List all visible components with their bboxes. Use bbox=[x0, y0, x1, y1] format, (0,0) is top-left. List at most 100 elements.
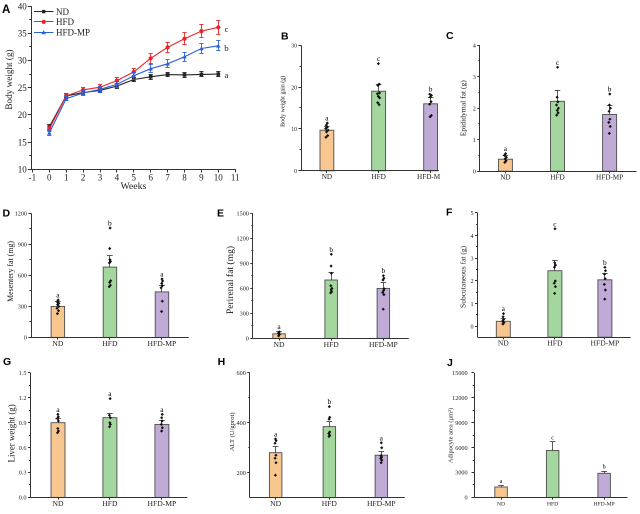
svg-text:300: 300 bbox=[18, 304, 27, 311]
svg-text:J: J bbox=[447, 357, 453, 369]
svg-text:0.6: 0.6 bbox=[19, 445, 27, 452]
svg-text:Liver weight (g): Liver weight (g) bbox=[6, 404, 16, 462]
svg-text:600: 600 bbox=[237, 370, 246, 377]
svg-text:c: c bbox=[551, 435, 554, 441]
svg-text:0: 0 bbox=[246, 336, 249, 343]
svg-text:2: 2 bbox=[81, 172, 86, 182]
svg-text:Body weight (g): Body weight (g) bbox=[4, 49, 14, 109]
svg-text:a: a bbox=[108, 389, 112, 398]
svg-text:0: 0 bbox=[465, 495, 468, 502]
svg-text:Adipocyte area (µm²): Adipocyte area (µm²) bbox=[448, 408, 455, 463]
svg-text:20: 20 bbox=[291, 85, 297, 91]
svg-text:HFD-MP: HFD-MP bbox=[417, 173, 444, 181]
svg-text:HFD: HFD bbox=[371, 173, 385, 181]
svg-text:H: H bbox=[218, 356, 226, 368]
svg-text:c: c bbox=[377, 54, 381, 63]
svg-text:a: a bbox=[325, 114, 329, 123]
svg-text:11: 11 bbox=[231, 172, 240, 182]
svg-text:a: a bbox=[160, 405, 164, 414]
svg-text:1500: 1500 bbox=[237, 211, 249, 218]
svg-text:400: 400 bbox=[237, 420, 246, 427]
svg-text:a: a bbox=[160, 270, 164, 279]
svg-text:15000: 15000 bbox=[452, 370, 467, 377]
svg-text:Mesentery fat (mg): Mesentery fat (mg) bbox=[6, 241, 15, 302]
svg-text:HFD: HFD bbox=[102, 499, 118, 508]
svg-text:1.2: 1.2 bbox=[19, 395, 27, 402]
svg-text:HFD: HFD bbox=[550, 173, 564, 181]
svg-text:30: 30 bbox=[291, 43, 297, 49]
svg-text:ND: ND bbox=[270, 499, 281, 508]
svg-text:c: c bbox=[225, 24, 229, 34]
svg-text:HFD-MP: HFD-MP bbox=[56, 28, 90, 38]
svg-text:25: 25 bbox=[18, 83, 28, 93]
svg-text:10: 10 bbox=[291, 127, 297, 133]
svg-text:c: c bbox=[556, 58, 560, 67]
svg-text:9000: 9000 bbox=[455, 420, 467, 427]
svg-text:1: 1 bbox=[473, 137, 476, 144]
svg-text:1200: 1200 bbox=[15, 211, 27, 218]
svg-text:300: 300 bbox=[240, 311, 249, 318]
svg-text:HFD: HFD bbox=[322, 499, 338, 508]
svg-text:1200: 1200 bbox=[237, 236, 249, 243]
svg-text:-1: -1 bbox=[29, 172, 37, 182]
svg-text:4: 4 bbox=[115, 172, 120, 182]
svg-text:600: 600 bbox=[240, 286, 249, 293]
svg-text:HFD-MP: HFD-MP bbox=[594, 502, 615, 508]
svg-text:Subcutaneous fat (g): Subcutaneous fat (g) bbox=[458, 245, 467, 308]
svg-text:ALT (U/gprot): ALT (U/gprot) bbox=[229, 412, 236, 451]
svg-text:10: 10 bbox=[18, 165, 28, 175]
svg-text:HFD-MP: HFD-MP bbox=[369, 340, 398, 349]
svg-text:C: C bbox=[446, 30, 454, 42]
svg-text:HFD: HFD bbox=[547, 502, 558, 508]
svg-text:0.9: 0.9 bbox=[19, 420, 27, 427]
svg-text:0: 0 bbox=[473, 168, 476, 175]
svg-text:1.5: 1.5 bbox=[19, 370, 27, 377]
svg-text:8: 8 bbox=[182, 172, 187, 182]
svg-text:3: 3 bbox=[473, 74, 476, 81]
svg-text:D: D bbox=[3, 208, 11, 220]
svg-text:ND: ND bbox=[322, 173, 332, 181]
svg-text:ND: ND bbox=[53, 499, 64, 508]
svg-text:b: b bbox=[327, 397, 331, 406]
svg-text:6: 6 bbox=[148, 172, 153, 182]
svg-text:ND: ND bbox=[56, 7, 69, 17]
svg-text:600: 600 bbox=[18, 273, 27, 280]
svg-text:a: a bbox=[277, 322, 281, 331]
svg-text:HFD-MP: HFD-MP bbox=[148, 499, 177, 508]
svg-text:10: 10 bbox=[214, 172, 224, 182]
svg-text:6000: 6000 bbox=[455, 445, 467, 452]
svg-text:ND: ND bbox=[52, 339, 63, 348]
svg-text:B: B bbox=[281, 31, 289, 43]
svg-text:4: 4 bbox=[473, 42, 476, 49]
svg-text:900: 900 bbox=[240, 261, 249, 268]
svg-text:HFD: HFD bbox=[547, 339, 563, 348]
svg-text:HFD-MP: HFD-MP bbox=[596, 173, 623, 181]
svg-text:A: A bbox=[2, 4, 10, 16]
svg-text:7: 7 bbox=[165, 172, 170, 182]
svg-text:900: 900 bbox=[18, 242, 27, 249]
svg-text:3: 3 bbox=[471, 256, 474, 263]
svg-text:c: c bbox=[553, 219, 557, 228]
svg-text:b: b bbox=[382, 266, 386, 275]
svg-text:3: 3 bbox=[98, 172, 103, 182]
svg-text:Body weight gain (g): Body weight gain (g) bbox=[280, 76, 287, 127]
svg-text:HFD: HFD bbox=[56, 17, 75, 27]
svg-text:G: G bbox=[3, 356, 11, 368]
svg-text:0.3: 0.3 bbox=[19, 470, 27, 477]
svg-text:b: b bbox=[224, 43, 229, 53]
svg-text:1: 1 bbox=[64, 172, 69, 182]
svg-text:40: 40 bbox=[18, 1, 28, 11]
svg-text:HFD-MP: HFD-MP bbox=[591, 339, 620, 348]
svg-text:0.0: 0.0 bbox=[19, 495, 27, 502]
svg-text:0: 0 bbox=[24, 335, 27, 342]
svg-text:0: 0 bbox=[294, 169, 297, 175]
svg-text:a: a bbox=[225, 70, 229, 80]
svg-text:b: b bbox=[429, 85, 433, 94]
svg-text:a: a bbox=[56, 405, 60, 414]
svg-text:4: 4 bbox=[471, 233, 474, 240]
svg-text:ND: ND bbox=[498, 339, 509, 348]
svg-text:Perirenal fat (mg): Perirenal fat (mg) bbox=[225, 246, 236, 314]
svg-text:a: a bbox=[274, 430, 278, 439]
svg-text:b: b bbox=[108, 219, 112, 228]
svg-text:ND: ND bbox=[497, 502, 505, 508]
